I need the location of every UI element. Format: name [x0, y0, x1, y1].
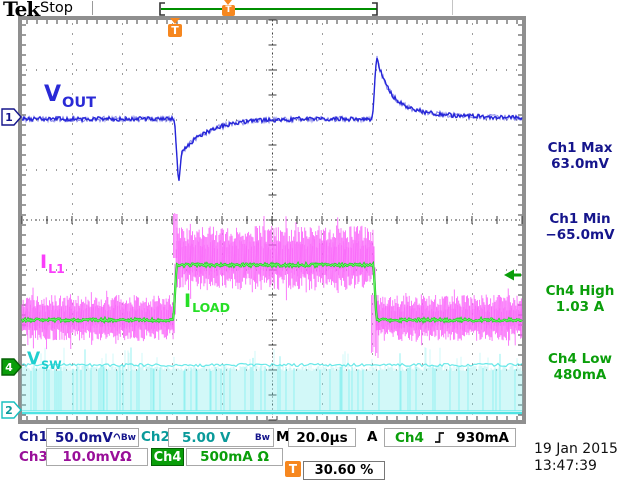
ch4-scale-cell: 500mA Ω [186, 448, 283, 466]
trigger-level: 930mA [456, 429, 509, 446]
record-view-brackets [159, 2, 378, 16]
ch3-label: Ch3 [19, 449, 48, 465]
time-readout: 13:47:39 [534, 458, 597, 474]
ch1-scale-cell: 50.0mV Bw [46, 428, 139, 447]
ch3-scale-cell: 10.0mVΩ [46, 448, 148, 466]
timebase-value: 20.0µs [296, 429, 348, 446]
trace-label-vsw-sub: SW [41, 358, 62, 372]
ch4-scale: 500mA Ω [200, 449, 269, 465]
measurement-ch1-min: Ch1 Min −65.0mV [524, 211, 636, 243]
acquisition-status: Stop [40, 0, 73, 16]
trace-label-vout-sub: OUT [62, 95, 97, 112]
trace-label-vout-main: V [44, 82, 62, 107]
ch1-scale: 50.0mV [55, 429, 113, 446]
trigger-position-arrow-icon [170, 18, 180, 24]
trigger-readout-cell: Ch4 930mA [384, 428, 516, 447]
trace-label-iload: ILOAD [184, 290, 230, 315]
ch2-bandwidth-icon: Bw [254, 432, 270, 443]
measurement-label: Ch1 Min [549, 211, 611, 227]
channel-4-marker [1, 358, 22, 376]
trigger-percent-icon: T [285, 461, 301, 477]
ac-coupling-icon [113, 433, 120, 441]
svg-text:2: 2 [5, 404, 13, 417]
trace-label-iload-sub: LOAD [192, 300, 231, 316]
ch4-label-tag: Ch4 [151, 448, 184, 466]
ch1-label: Ch1 [19, 429, 48, 445]
ch2-label: Ch2 [141, 429, 170, 445]
timebase-label: M [276, 429, 290, 445]
measurement-value: 63.0mV [551, 155, 609, 172]
ch2-scale: 5.00 V [182, 429, 231, 446]
trace-label-il1-sub: L1 [48, 261, 65, 277]
trigger-level-arrow-icon [504, 269, 514, 281]
timebase-cell: 20.0µs [288, 428, 356, 447]
measurement-label: Ch4 High [545, 283, 615, 299]
channel-2-marker [1, 401, 22, 419]
trigger-position-percent: 30.60 % [303, 461, 385, 480]
trigger-position-marker-icon: T [168, 24, 182, 37]
svg-text:4: 4 [5, 361, 13, 374]
measurement-ch4-high: Ch4 High 1.03 A [524, 283, 636, 315]
measurement-ch1-max: Ch1 Max 63.0mV [524, 140, 636, 172]
trigger-slope-rising-icon [434, 432, 444, 443]
trigger-source: Ch4 [395, 429, 424, 446]
header-divider [92, 1, 93, 15]
ch2-scale-cell: 5.00 V Bw [168, 428, 274, 447]
trace-label-vout: VOUT [44, 82, 96, 111]
record-trigger-arrow-icon [224, 0, 232, 5]
measurement-value: 1.03 A [555, 298, 605, 315]
measurement-ch4-low: Ch4 Low 480mA [524, 351, 636, 383]
trace-label-il1-main: I [40, 251, 48, 273]
record-trigger-marker-icon: T [222, 5, 235, 16]
brand-logo: Tek [3, 0, 40, 21]
measurement-label: Ch4 Low [548, 351, 612, 367]
date-readout: 19 Jan 2015 [534, 441, 618, 457]
header-divider-2 [452, 0, 453, 15]
ch3-scale: 10.0mVΩ [62, 449, 132, 465]
trigger-mode-label: A [367, 429, 378, 445]
measurement-value: 480mA [553, 366, 607, 383]
trace-label-vsw: VSW [27, 349, 62, 371]
trace-label-iload-main: I [184, 290, 192, 312]
trace-label-il1: IL1 [40, 251, 65, 276]
measurement-label: Ch1 Max [547, 140, 613, 156]
channel-1-marker [1, 108, 22, 126]
trace-label-vsw-main: V [27, 349, 41, 369]
ch1-bandwidth-icon: Bw [120, 432, 136, 443]
measurement-value: −65.0mV [545, 226, 615, 243]
svg-text:1: 1 [5, 111, 13, 124]
